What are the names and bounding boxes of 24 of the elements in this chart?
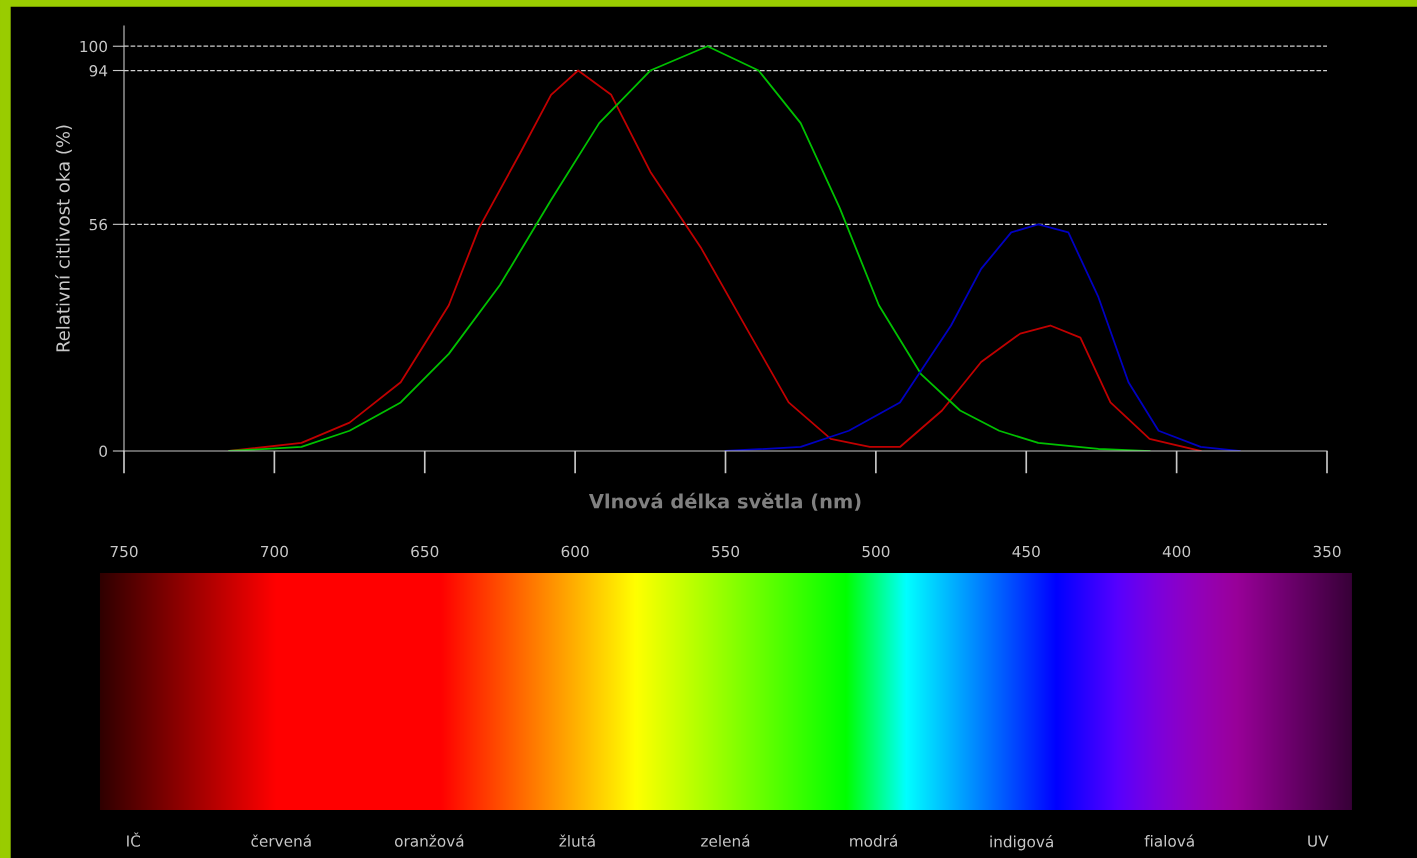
category-label: žlutá	[559, 834, 595, 847]
x-tick-label: 700	[261, 545, 288, 558]
x-tick-label: 650	[411, 545, 439, 558]
category-label: IČ	[127, 832, 141, 847]
y-axis-title: Relativní citlivost oka (%)	[55, 125, 72, 352]
y-tick-label: 0	[99, 445, 108, 458]
x-tick-label: 400	[1162, 545, 1191, 558]
category-label: indigová	[990, 835, 1053, 851]
x-tick-label: 750	[110, 545, 138, 558]
x-tick-label: 450	[1012, 545, 1040, 558]
y-tick-label: 56	[89, 218, 108, 231]
category-label: UV	[1308, 835, 1329, 847]
x-tick-label: 350	[1313, 545, 1341, 558]
category-label: zelená	[701, 834, 750, 847]
x-tick-label: 600	[561, 545, 589, 558]
category-label: modrá	[850, 834, 897, 847]
x-tick-label: 500	[862, 545, 890, 558]
category-label: fialová	[1144, 834, 1194, 847]
x-axis-title: Vlnová délka světla (nm)	[588, 492, 861, 511]
category-label: červená	[251, 834, 311, 847]
category-label: oranžová	[395, 834, 464, 847]
y-tick-label: 94	[89, 64, 108, 77]
y-tick-label: 100	[80, 40, 108, 53]
x-tick-label: 550	[712, 545, 740, 558]
